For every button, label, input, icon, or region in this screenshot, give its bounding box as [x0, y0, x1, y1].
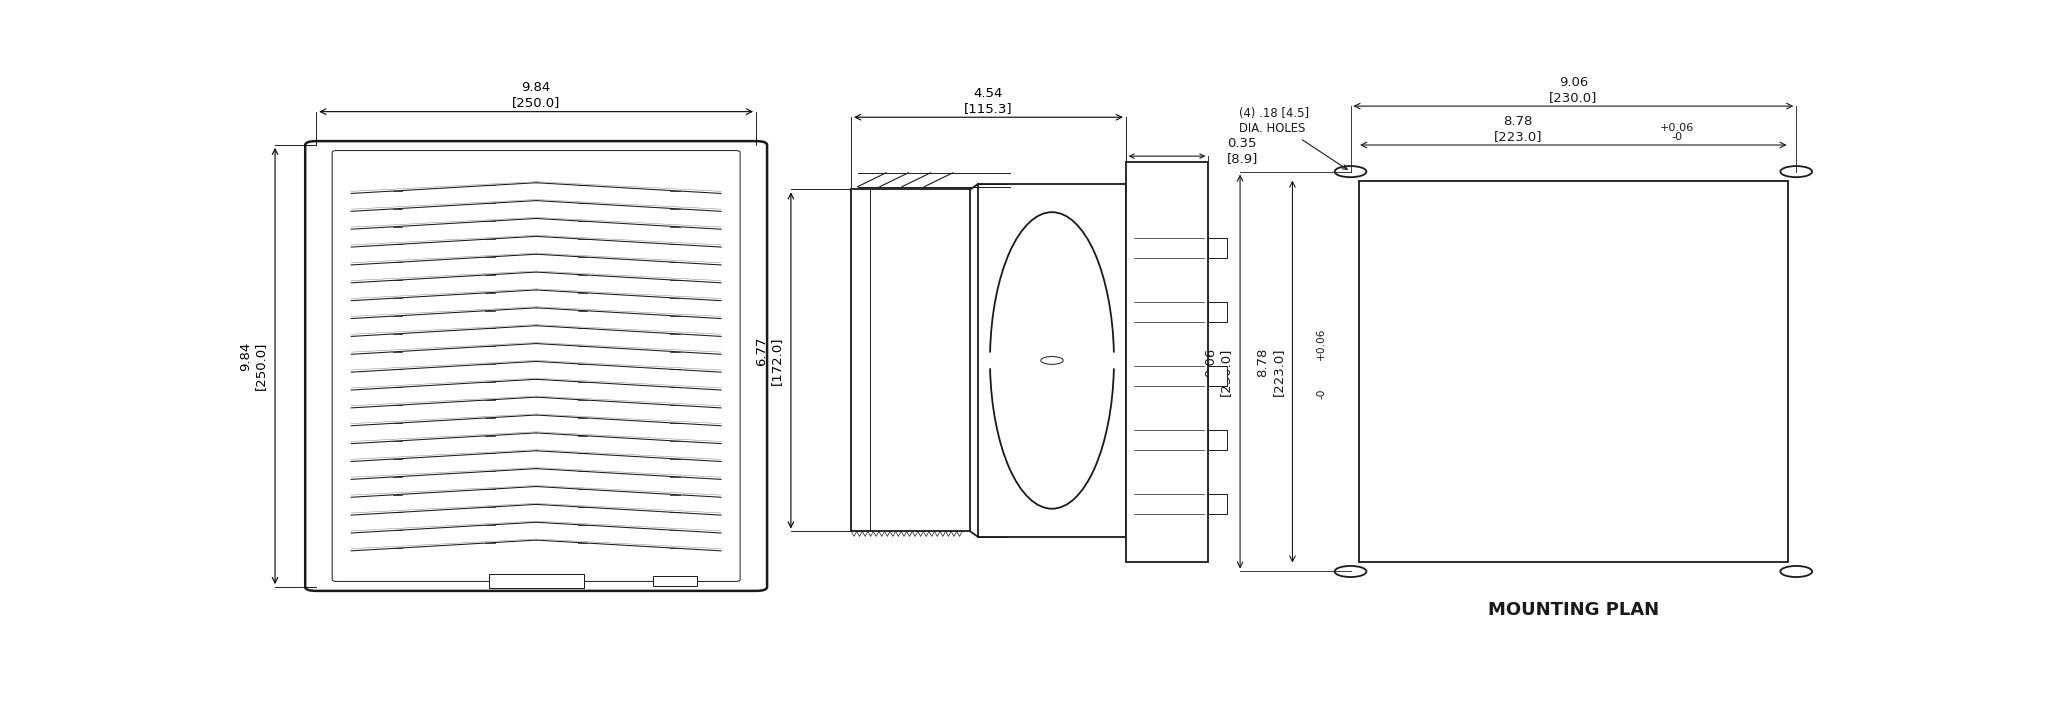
Text: 9.06
[230.0]: 9.06 [230.0] [1204, 347, 1233, 396]
Text: 6.77
[172.0]: 6.77 [172.0] [756, 336, 782, 385]
Text: -0: -0 [1671, 132, 1681, 142]
Text: 9.84
[250.0]: 9.84 [250.0] [512, 82, 561, 110]
Bar [489, 574, 584, 588]
Bar [1126, 162, 1208, 562]
Text: 4.54
[115.3]: 4.54 [115.3] [965, 87, 1014, 115]
Bar [1208, 303, 1227, 322]
FancyBboxPatch shape [305, 141, 768, 591]
Text: MOUNTING PLAN: MOUNTING PLAN [1487, 601, 1659, 619]
Bar [653, 576, 696, 586]
Text: 0.35
[8.9]: 0.35 [8.9] [1227, 136, 1260, 165]
Bar [1208, 430, 1227, 450]
Text: 8.78
[223.0]: 8.78 [223.0] [1493, 115, 1542, 143]
Text: (4) .18 [4.5]
DIA. HOLES: (4) .18 [4.5] DIA. HOLES [1239, 108, 1348, 170]
Text: -0: -0 [1317, 388, 1325, 399]
Text: 9.84
[250.0]: 9.84 [250.0] [240, 342, 266, 390]
Bar [1360, 181, 1788, 562]
Bar [1208, 366, 1227, 386]
Text: 8.78
[223.0]: 8.78 [223.0] [1257, 347, 1284, 396]
Text: +0.06: +0.06 [1659, 123, 1694, 133]
Bar [979, 184, 1126, 537]
Text: +0.06: +0.06 [1317, 328, 1325, 360]
Bar [1208, 495, 1227, 514]
Bar [1208, 238, 1227, 258]
Text: 9.06
[230.0]: 9.06 [230.0] [1548, 76, 1597, 104]
Bar [852, 189, 971, 531]
FancyBboxPatch shape [332, 151, 739, 581]
